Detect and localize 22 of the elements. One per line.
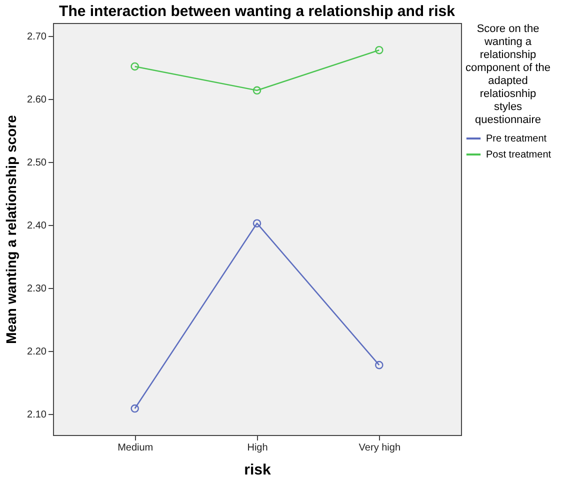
- legend-label: Pre treatment: [486, 134, 547, 144]
- chart-title: The interaction between wanting a relationship and risk: [59, 3, 456, 20]
- x-tick-label: Very high: [358, 442, 401, 454]
- y-tick-label: 2.70: [27, 32, 47, 43]
- point: [130, 62, 139, 71]
- y-tick-label: 2.10: [27, 410, 47, 421]
- x-tick-label: High: [247, 442, 268, 454]
- point: [252, 86, 262, 95]
- point: [375, 360, 384, 370]
- legend-title: Score on the wanting a relationship component of the adapted relatiosnhip styles questionnaire: [465, 23, 551, 126]
- point: [130, 404, 139, 413]
- y-tick-label: 2.30: [27, 284, 47, 295]
- y-tick-label: 2.20: [27, 346, 47, 358]
- y-axis-title: Mean wanting a relationship score: [3, 114, 20, 344]
- y-tick-label: 2.50: [27, 158, 47, 169]
- y-tick-label: 2.60: [27, 94, 47, 106]
- x-tick-label: Medium: [118, 442, 154, 454]
- point: [375, 46, 384, 54]
- legend-label: Post treatment: [486, 150, 552, 160]
- point: [252, 219, 262, 228]
- y-tick-label: 2.40: [27, 220, 47, 232]
- x-axis-title: risk: [244, 462, 272, 478]
